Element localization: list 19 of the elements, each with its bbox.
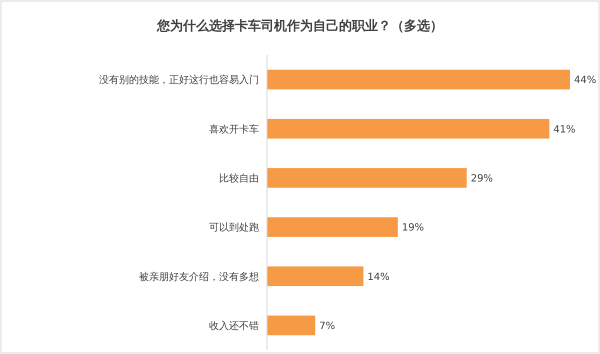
data-label: 44% — [574, 75, 596, 86]
data-label: 41% — [553, 124, 576, 136]
y-tick-label: 被亲朋好友介绍，没有多想 — [139, 270, 259, 283]
data-label: 14% — [367, 272, 390, 283]
bar — [267, 316, 316, 336]
y-tick-label: 喜欢开卡车 — [209, 123, 259, 136]
chart-title: 您为什么选择卡车司机作为自己的职业？（多选） — [156, 18, 443, 34]
bar — [267, 266, 364, 286]
data-label: 19% — [402, 222, 424, 234]
y-tick-label: 比较自由 — [219, 172, 259, 184]
bar — [267, 168, 467, 188]
data-label: 7% — [319, 320, 336, 332]
y-tick-label: 可以到处跑 — [209, 222, 259, 234]
bar — [267, 70, 570, 90]
data-label: 29% — [470, 173, 493, 184]
bar — [267, 217, 398, 237]
y-tick-label: 没有别的技能，正好这行也容易入门 — [99, 74, 259, 86]
y-tick-label: 收入还不错 — [209, 320, 259, 332]
bar — [267, 118, 550, 139]
